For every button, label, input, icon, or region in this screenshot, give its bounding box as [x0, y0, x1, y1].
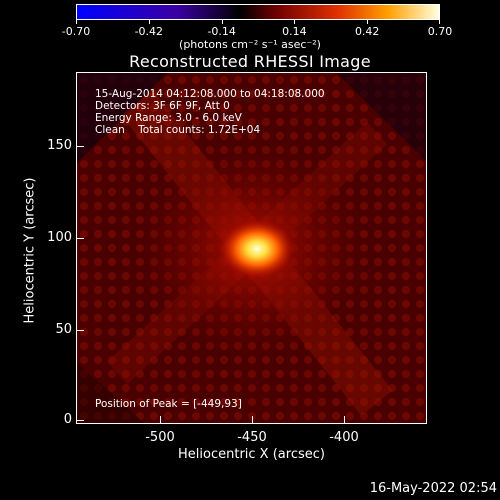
- y-tick: [76, 146, 84, 147]
- peak-position-text: Position of Peak = [-449,93]: [95, 398, 242, 410]
- page-title: Reconstructed RHESSI Image: [129, 52, 371, 71]
- energy-range-text: Energy Range: 3.0 - 6.0 keV: [95, 112, 242, 124]
- x-tick-label: -450: [237, 430, 267, 445]
- time-range-text: 15-Aug-2014 04:12:08.000 to 04:18:08.000: [95, 88, 325, 100]
- colorbar-tick: [367, 20, 369, 24]
- clean-counts-text: Clean Total counts: 1.72E+04: [95, 124, 261, 136]
- colorbar-tick-label: 0.14: [282, 25, 307, 38]
- x-tick-label: -400: [329, 430, 359, 445]
- y-tick: [76, 330, 84, 331]
- x-tick: [344, 416, 345, 424]
- colorbar-tick: [148, 20, 150, 24]
- colorbar: [76, 4, 440, 20]
- colorbar-tick-label: -0.70: [61, 25, 91, 38]
- colorbar-tick-label: -0.42: [134, 25, 164, 38]
- y-tick: [76, 420, 84, 421]
- x-tick-label: -500: [145, 430, 175, 445]
- rhessi-image: 15-Aug-2014 04:12:08.000 to 04:18:08.000…: [76, 72, 427, 424]
- colorbar-tick: [294, 20, 296, 24]
- colorbar-units: (photons cm⁻² s⁻¹ asec⁻²): [179, 38, 321, 51]
- x-tick: [160, 416, 161, 424]
- y-tick: [76, 238, 84, 239]
- timestamp: 16-May-2022 02:54: [369, 481, 497, 496]
- x-tick: [252, 416, 253, 424]
- colorbar-tick: [221, 20, 223, 24]
- y-tick-label: 150: [47, 138, 72, 153]
- y-tick-label: 50: [55, 322, 72, 337]
- colorbar-tick-label: -0.14: [207, 25, 236, 38]
- colorbar-tick: [76, 20, 77, 24]
- colorbar-tick: [439, 20, 440, 24]
- y-tick-label: 100: [47, 230, 72, 245]
- colorbar-tick-label: 0.42: [354, 25, 380, 38]
- x-axis-title: Heliocentric X (arcsec): [178, 447, 325, 462]
- y-tick-label: 0: [63, 412, 72, 427]
- y-axis-title: Heliocentric Y (arcsec): [22, 177, 38, 324]
- colorbar-tick-label: 0.70: [427, 25, 453, 38]
- detectors-text: Detectors: 3F 6F 9F, Att 0: [95, 100, 230, 112]
